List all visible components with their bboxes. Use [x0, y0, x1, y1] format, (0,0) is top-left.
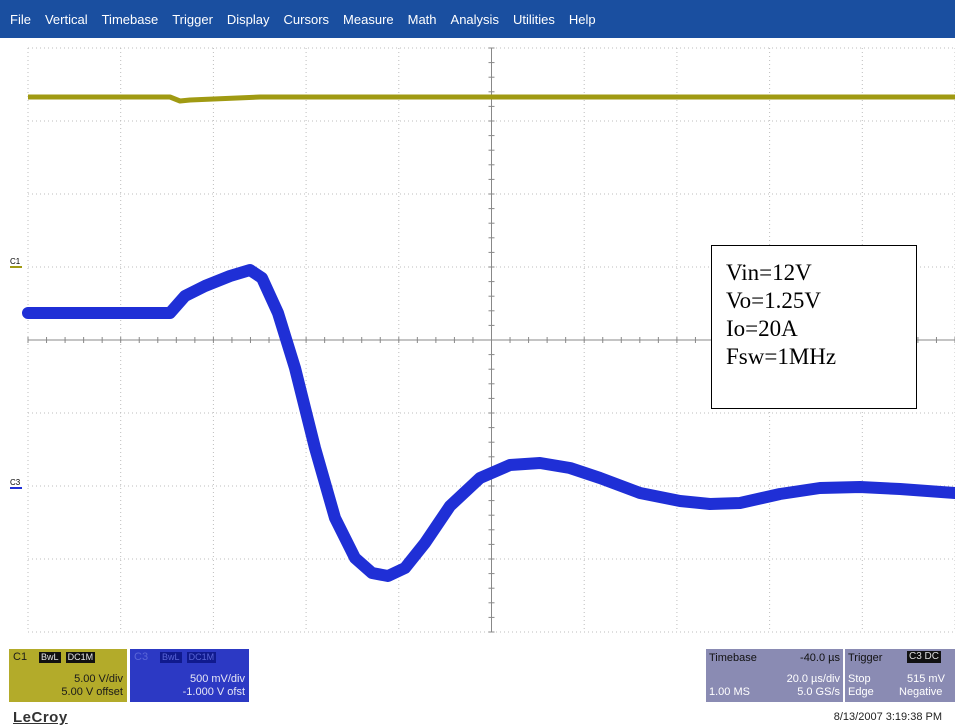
c1-vdiv: 5.00 V/div	[74, 673, 123, 685]
timebase-samples: 1.00 MS	[709, 686, 750, 698]
c1-bwl-chip: BwL	[39, 652, 61, 663]
timebase-panel[interactable]: Timebase -40.0 µs 20.0 µs/div 1.00 MS 5.…	[706, 649, 843, 702]
c3-bwl-chip: BwL	[160, 652, 182, 663]
c1-level-marker[interactable]: C1	[10, 257, 22, 268]
c3-coupling-chip: DC1M	[186, 652, 217, 663]
menu-help[interactable]: Help	[568, 11, 596, 27]
trigger-label: Trigger	[848, 652, 883, 664]
annotation-box: Vin=12V Vo=1.25V Io=20A Fsw=1MHz	[711, 245, 917, 409]
menu-file[interactable]: File	[10, 11, 31, 27]
lecroy-logo: LeCroy	[13, 709, 68, 726]
trigger-type: Edge	[848, 686, 874, 698]
c3-trace	[22, 264, 955, 582]
c3-offset: -1.000 V ofst	[182, 686, 245, 698]
c1-panel-tag: C1	[13, 651, 28, 663]
annotation-io: Io=20A	[726, 316, 798, 341]
menu-vertical[interactable]: Vertical	[44, 11, 88, 27]
c3-marker-line	[10, 487, 22, 489]
timestamp: 8/13/2007 3:19:38 PM	[833, 711, 942, 723]
menu-timebase[interactable]: Timebase	[101, 11, 159, 27]
menu-measure[interactable]: Measure	[343, 11, 394, 27]
timebase-tdiv: 20.0 µs/div	[786, 673, 840, 685]
c1-marker-label: C1	[10, 257, 21, 266]
trigger-source-chip: C3 DC	[907, 651, 942, 663]
trigger-panel[interactable]: Trigger C3 DC Stop 515 mV Edge Negative	[845, 649, 955, 702]
menu-cursors[interactable]: Cursors	[283, 11, 330, 27]
timebase-label: Timebase	[709, 652, 757, 664]
annotation-vo: Vo=1.25V	[726, 288, 821, 313]
timebase-rate: 5.0 GS/s	[797, 686, 840, 698]
c1-trace	[28, 94, 955, 104]
menu-analysis[interactable]: Analysis	[450, 11, 499, 27]
trigger-mode: Stop	[848, 673, 871, 685]
trigger-level: 515 mV	[907, 673, 945, 685]
c1-offset: 5.00 V offset	[61, 686, 123, 698]
menu-display[interactable]: Display	[226, 11, 270, 27]
annotation-vin: Vin=12V	[726, 260, 812, 285]
c3-level-marker[interactable]: C3	[10, 478, 22, 489]
c3-channel-panel[interactable]: C3 BwL DC1M 500 mV/div -1.000 V ofst	[130, 649, 249, 702]
c1-coupling-chip: DC1M	[65, 652, 96, 663]
c3-vdiv: 500 mV/div	[189, 673, 245, 685]
menu-math[interactable]: Math	[407, 11, 437, 27]
trigger-slope: Negative	[899, 686, 943, 698]
c1-channel-panel[interactable]: C1 BwL DC1M 5.00 V/div 5.00 V offset	[9, 649, 127, 702]
menu-bar: File Vertical Timebase Trigger Display C…	[0, 0, 955, 38]
c3-marker-label: C3	[10, 478, 21, 487]
menu-utilities[interactable]: Utilities	[512, 11, 555, 27]
timebase-delay: -40.0 µs	[800, 652, 840, 664]
menu-trigger[interactable]: Trigger	[172, 11, 213, 27]
annotation-fsw: Fsw=1MHz	[726, 344, 837, 369]
c3-panel-tag: C3	[134, 651, 149, 663]
c1-marker-line	[10, 266, 22, 268]
